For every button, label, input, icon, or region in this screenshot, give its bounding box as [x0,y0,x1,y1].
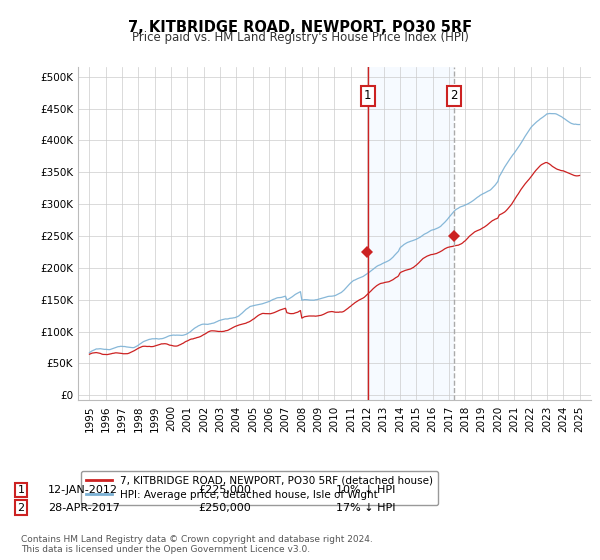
Text: 2: 2 [451,90,458,102]
Text: 12-JAN-2012: 12-JAN-2012 [48,485,118,495]
Text: £250,000: £250,000 [198,503,251,513]
Text: 10% ↓ HPI: 10% ↓ HPI [336,485,395,495]
Bar [368,67,454,400]
Text: 28-APR-2017: 28-APR-2017 [48,503,120,513]
Text: 2: 2 [17,503,25,513]
Text: 7, KITBRIDGE ROAD, NEWPORT, PO30 5RF: 7, KITBRIDGE ROAD, NEWPORT, PO30 5RF [128,20,472,35]
Legend: 7, KITBRIDGE ROAD, NEWPORT, PO30 5RF (detached house), HPI: Average price, detac: 7, KITBRIDGE ROAD, NEWPORT, PO30 5RF (de… [80,470,439,505]
Text: £225,000: £225,000 [198,485,251,495]
Text: 1: 1 [17,485,25,495]
Text: Price paid vs. HM Land Registry's House Price Index (HPI): Price paid vs. HM Land Registry's House … [131,31,469,44]
Text: 17% ↓ HPI: 17% ↓ HPI [336,503,395,513]
Text: Contains HM Land Registry data © Crown copyright and database right 2024.
This d: Contains HM Land Registry data © Crown c… [21,535,373,554]
Text: 1: 1 [364,90,371,102]
